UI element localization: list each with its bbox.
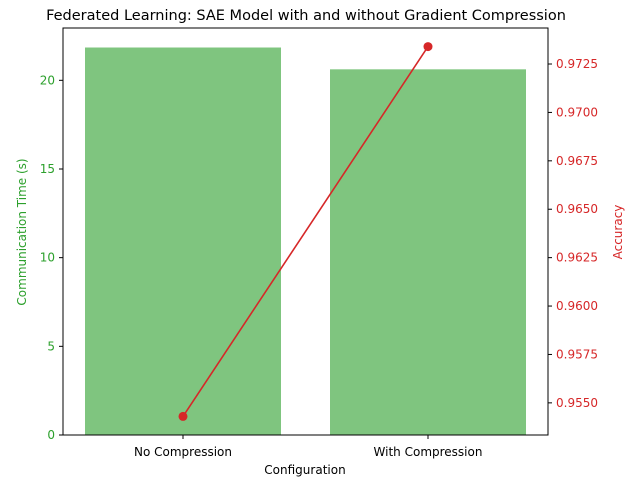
x-axis: No Compression With Compression — [134, 435, 482, 459]
y-left-tick-label: 15 — [40, 162, 55, 176]
y-right-tick-label: 0.9675 — [556, 154, 598, 168]
x-axis-label: Configuration — [264, 463, 345, 477]
y-axis-left: 0 5 10 15 20 — [40, 73, 63, 442]
y-axis-right-label: Accuracy — [611, 205, 625, 260]
y-right-tick-label: 0.9700 — [556, 105, 598, 119]
bars-layer — [85, 47, 526, 436]
y-left-tick-label: 0 — [47, 428, 55, 442]
y-right-tick-label: 0.9575 — [556, 347, 598, 361]
plot-frame — [62, 27, 549, 436]
y-left-tick-label: 20 — [40, 73, 55, 87]
y-axis-right: 0.9550 0.9575 0.9600 0.9625 0.9650 0.9675 0.97… — [548, 57, 598, 410]
bar-2 — [330, 69, 526, 436]
accuracy-line — [182, 46, 429, 417]
y-right-tick-label: 0.9725 — [556, 57, 598, 71]
x-tick-label: With Compression — [374, 445, 483, 459]
y-right-tick-label: 0.9625 — [556, 251, 598, 265]
accuracy-point-2 — [423, 42, 433, 52]
y-right-tick-label: 0.9650 — [556, 202, 598, 216]
accuracy-line-layer — [178, 42, 433, 421]
y-left-tick-label: 10 — [40, 251, 55, 265]
chart-title: Federated Learning: SAE Model with and w… — [46, 8, 566, 24]
x-tick-label: No Compression — [134, 445, 232, 459]
accuracy-point-1 — [178, 411, 188, 421]
y-right-tick-label: 0.9550 — [556, 396, 598, 410]
bar-1 — [85, 47, 281, 435]
y-axis-left-label: Communication Time (s) — [15, 158, 29, 305]
y-right-tick-label: 0.9600 — [556, 299, 598, 313]
y-left-tick-label: 5 — [47, 339, 55, 353]
